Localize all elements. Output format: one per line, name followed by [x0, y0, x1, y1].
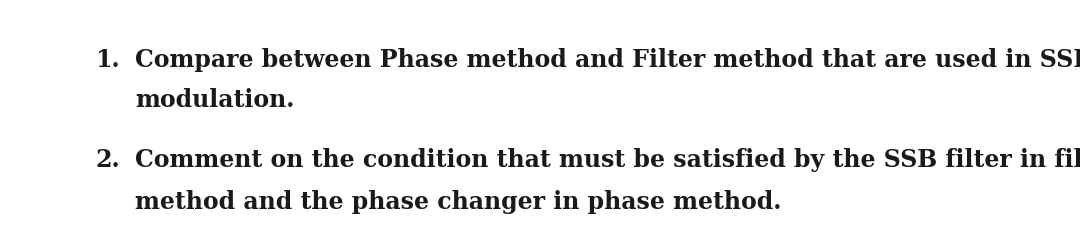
Text: Compare between Phase method and Filter method that are used in SSB: Compare between Phase method and Filter … — [135, 48, 1080, 72]
Text: Comment on the condition that must be satisfied by the SSB filter in filter: Comment on the condition that must be sa… — [135, 148, 1080, 172]
Text: method and the phase changer in phase method.: method and the phase changer in phase me… — [135, 190, 781, 214]
Text: 1.: 1. — [95, 48, 120, 72]
Text: 2.: 2. — [95, 148, 120, 172]
Text: modulation.: modulation. — [135, 88, 295, 112]
